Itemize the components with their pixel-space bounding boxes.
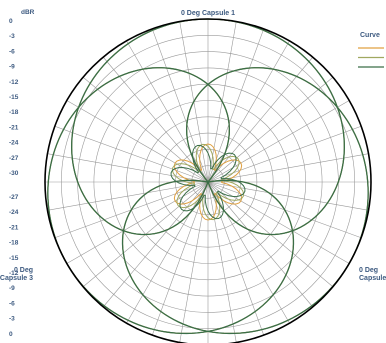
grid-spoke	[207, 181, 237, 343]
series-3-lobe	[47, 67, 295, 335]
radial-tick-label: -18	[9, 109, 19, 116]
grid-spoke	[207, 181, 313, 308]
outer-ring	[44, 18, 372, 343]
radial-tick-label: -6	[9, 300, 15, 307]
radial-tick-label: -12	[9, 270, 19, 277]
grid-spoke	[207, 77, 334, 183]
grid-spoke	[151, 181, 209, 336]
radial-tick-label: -24	[9, 140, 19, 147]
grid-spoke	[66, 181, 209, 264]
radial-tick-labels: 0-3-6-9-12-15-18-21-24-27-30-27-24-21-18…	[9, 18, 19, 338]
series-1-lobe	[47, 67, 295, 334]
angular-grid	[45, 19, 371, 343]
grid-spoke	[207, 181, 369, 211]
grid-spoke	[82, 77, 209, 183]
grid-spoke	[207, 100, 350, 183]
radial-tick-label: -21	[9, 224, 19, 231]
grid-spoke	[207, 40, 290, 183]
radial-tick-label: -3	[9, 316, 15, 323]
grid-spoke	[126, 40, 209, 183]
radial-tick-label: -18	[9, 240, 19, 247]
radial-tick-label: 0	[9, 331, 13, 338]
grid-spoke	[66, 100, 209, 183]
radial-tick-label: -30	[9, 170, 19, 177]
grid-spoke	[151, 28, 209, 183]
grid-spoke	[47, 153, 209, 183]
legend-title: Curve	[360, 32, 380, 39]
grid-spoke	[207, 28, 265, 183]
series-3-lobe	[121, 67, 369, 335]
series-1-lobe	[121, 67, 369, 334]
radial-tick-label: -6	[9, 48, 15, 55]
series-2-centre	[171, 143, 245, 221]
y-axis-label: dBR	[21, 9, 35, 16]
radial-tick-label: -12	[9, 79, 19, 86]
radial-tick-label: -24	[9, 209, 19, 216]
grid-spoke	[47, 181, 209, 211]
grid-spoke	[103, 56, 209, 183]
grid-spoke	[126, 181, 209, 324]
radial-tick-label: 0	[9, 18, 13, 25]
grid-spoke	[54, 125, 209, 183]
grid-spoke	[207, 153, 369, 183]
series-2-lobe	[121, 67, 369, 334]
radial-tick-label: -15	[9, 94, 19, 101]
radial-tick-label: -9	[9, 64, 15, 71]
radial-tick-label: -15	[9, 255, 19, 262]
angular-label-1: 0 Deg Capsule 1	[181, 10, 235, 17]
series-group	[47, 18, 369, 335]
angular-label-3: 0 Deg Capsule 3	[0, 267, 33, 282]
radial-tick-label: -27	[9, 155, 19, 162]
grid-spoke	[207, 181, 290, 324]
series-3-centre	[170, 144, 246, 220]
legend: Curve	[358, 32, 384, 68]
series-2-lobe	[47, 67, 295, 334]
radial-tick-label: -21	[9, 124, 19, 131]
grid-spoke	[103, 181, 209, 308]
grid-spoke	[207, 56, 313, 183]
grid-spoke	[207, 181, 265, 336]
radial-tick-label: -27	[9, 194, 19, 201]
series-1-centre	[173, 143, 243, 221]
radial-tick-label: -9	[9, 285, 15, 292]
radial-tick-label: -3	[9, 33, 15, 40]
grid-spoke	[207, 181, 350, 264]
